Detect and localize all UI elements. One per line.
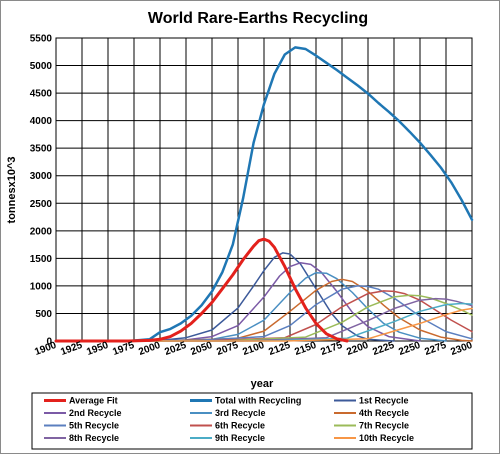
legend-label: 4th Recycle — [359, 408, 409, 418]
x-tick-label: 2125 — [267, 340, 292, 358]
y-tick-label: 5500 — [30, 34, 53, 45]
series-line — [55, 285, 473, 342]
series-line — [55, 262, 421, 342]
y-tick-label: 3500 — [30, 144, 53, 155]
x-tick-label: 2200 — [345, 340, 370, 358]
y-tick-label: 2000 — [30, 226, 53, 237]
x-tick-label: 2075 — [215, 340, 240, 358]
x-tick-label: 2150 — [293, 340, 318, 358]
x-tick-label: 2225 — [371, 340, 396, 358]
x-tick-label: 2000 — [137, 340, 162, 358]
series-line — [55, 271, 447, 342]
y-tick-label: 3000 — [30, 171, 53, 182]
series-line — [55, 307, 473, 342]
series-line — [55, 297, 473, 342]
y-tick-label: 500 — [35, 309, 52, 320]
y-tick-label: 4500 — [30, 89, 53, 100]
legend: Average Fit Total with Recycling 1st Recyc… — [44, 396, 414, 443]
legend-label: 6th Recycle — [215, 421, 265, 431]
legend-label: Average Fit — [69, 396, 118, 406]
grid — [55, 37, 473, 342]
x-tick-labels: 1900 1925 1950 1975 2000 2025 2050 2075 2100 2125… — [33, 340, 474, 358]
x-tick-label: 2175 — [319, 340, 344, 358]
y-tick-label: 0 — [46, 337, 52, 348]
x-axis-label: year — [251, 378, 274, 390]
x-tick-label: 2050 — [189, 340, 214, 358]
y-tick-label: 2500 — [30, 199, 53, 210]
series-line — [54, 46, 474, 343]
x-tick-label: 2250 — [397, 340, 422, 358]
series-lines — [54, 46, 474, 343]
legend-box — [31, 392, 473, 450]
y-tick-label: 4000 — [30, 116, 53, 127]
legend-label: 10th Recycle — [359, 433, 414, 443]
legend-label: 1st Recycle — [359, 396, 409, 406]
y-axis-label: tonnesx10^3 — [6, 157, 18, 224]
series-line — [55, 278, 473, 342]
y-tick-label: 5000 — [30, 61, 53, 72]
y-tick-label: 1500 — [30, 254, 53, 265]
y-tick-label: 1000 — [30, 281, 53, 292]
legend-label: 7th Recycle — [359, 421, 409, 431]
x-tick-label: 1900 — [33, 340, 58, 358]
x-tick-label: 2300 — [449, 340, 474, 358]
x-tick-label: 2275 — [423, 340, 448, 358]
chart-title: World Rare-Earths Recycling — [148, 10, 368, 27]
legend-label: 5th Recycle — [69, 421, 119, 431]
legend-label: Total with Recycling — [215, 396, 301, 406]
x-tick-label: 1975 — [111, 340, 136, 358]
legend-label: 8th Recycle — [69, 433, 119, 443]
x-tick-label: 1925 — [59, 340, 84, 358]
x-tick-label: 1950 — [85, 340, 110, 358]
series-line — [54, 237, 349, 343]
x-tick-label: 2100 — [241, 340, 266, 358]
legend-label: 2nd Recycle — [69, 408, 122, 418]
y-tick-labels: 0 500 1000 1500 2000 2500 3000 3500 4000 4500 5000… — [30, 34, 53, 348]
legend-label: 3rd Recycle — [215, 408, 266, 418]
x-tick-label: 2025 — [163, 340, 188, 358]
legend-label: 9th Recycle — [215, 433, 265, 443]
